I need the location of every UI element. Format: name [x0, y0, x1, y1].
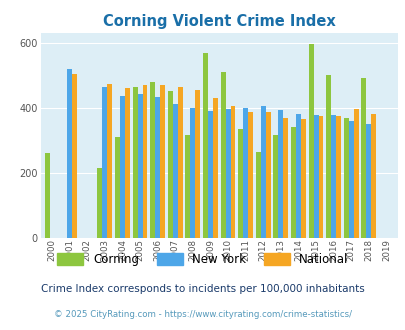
- Bar: [273, 135, 278, 238]
- Bar: [177, 87, 182, 238]
- Bar: [137, 94, 142, 238]
- Bar: [343, 118, 348, 238]
- Bar: [295, 114, 300, 238]
- Bar: [97, 168, 102, 238]
- Legend: Corning, New York, National: Corning, New York, National: [53, 248, 352, 271]
- Bar: [265, 112, 270, 238]
- Bar: [115, 137, 120, 238]
- Bar: [348, 121, 353, 238]
- Bar: [255, 152, 260, 238]
- Bar: [278, 110, 283, 238]
- Bar: [300, 119, 305, 238]
- Bar: [155, 97, 160, 238]
- Bar: [142, 85, 147, 238]
- Text: Crime Index corresponds to incidents per 100,000 inhabitants: Crime Index corresponds to incidents per…: [41, 284, 364, 294]
- Bar: [45, 153, 49, 238]
- Bar: [160, 85, 164, 238]
- Bar: [107, 84, 112, 238]
- Bar: [283, 118, 288, 238]
- Bar: [167, 91, 173, 238]
- Bar: [330, 115, 335, 238]
- Bar: [173, 105, 177, 238]
- Bar: [360, 79, 365, 238]
- Bar: [243, 108, 247, 238]
- Bar: [247, 112, 252, 238]
- Bar: [195, 90, 200, 238]
- Bar: [313, 115, 318, 238]
- Bar: [220, 72, 225, 238]
- Bar: [335, 116, 340, 238]
- Text: © 2025 CityRating.com - https://www.cityrating.com/crime-statistics/: © 2025 CityRating.com - https://www.city…: [54, 310, 351, 319]
- Bar: [202, 53, 207, 238]
- Bar: [326, 75, 330, 238]
- Bar: [371, 114, 375, 238]
- Bar: [102, 86, 107, 238]
- Bar: [238, 129, 243, 238]
- Bar: [290, 127, 295, 238]
- Bar: [185, 135, 190, 238]
- Bar: [190, 108, 195, 238]
- Bar: [230, 106, 235, 238]
- Bar: [120, 96, 125, 238]
- Bar: [308, 44, 313, 238]
- Bar: [225, 109, 230, 238]
- Bar: [260, 106, 265, 238]
- Bar: [353, 109, 358, 238]
- Bar: [212, 98, 217, 238]
- Bar: [365, 124, 371, 238]
- Bar: [125, 87, 130, 238]
- Bar: [207, 111, 212, 238]
- Bar: [318, 116, 323, 238]
- Title: Corning Violent Crime Index: Corning Violent Crime Index: [102, 14, 335, 29]
- Bar: [72, 74, 77, 238]
- Bar: [150, 82, 155, 238]
- Bar: [132, 86, 137, 238]
- Bar: [67, 69, 72, 238]
